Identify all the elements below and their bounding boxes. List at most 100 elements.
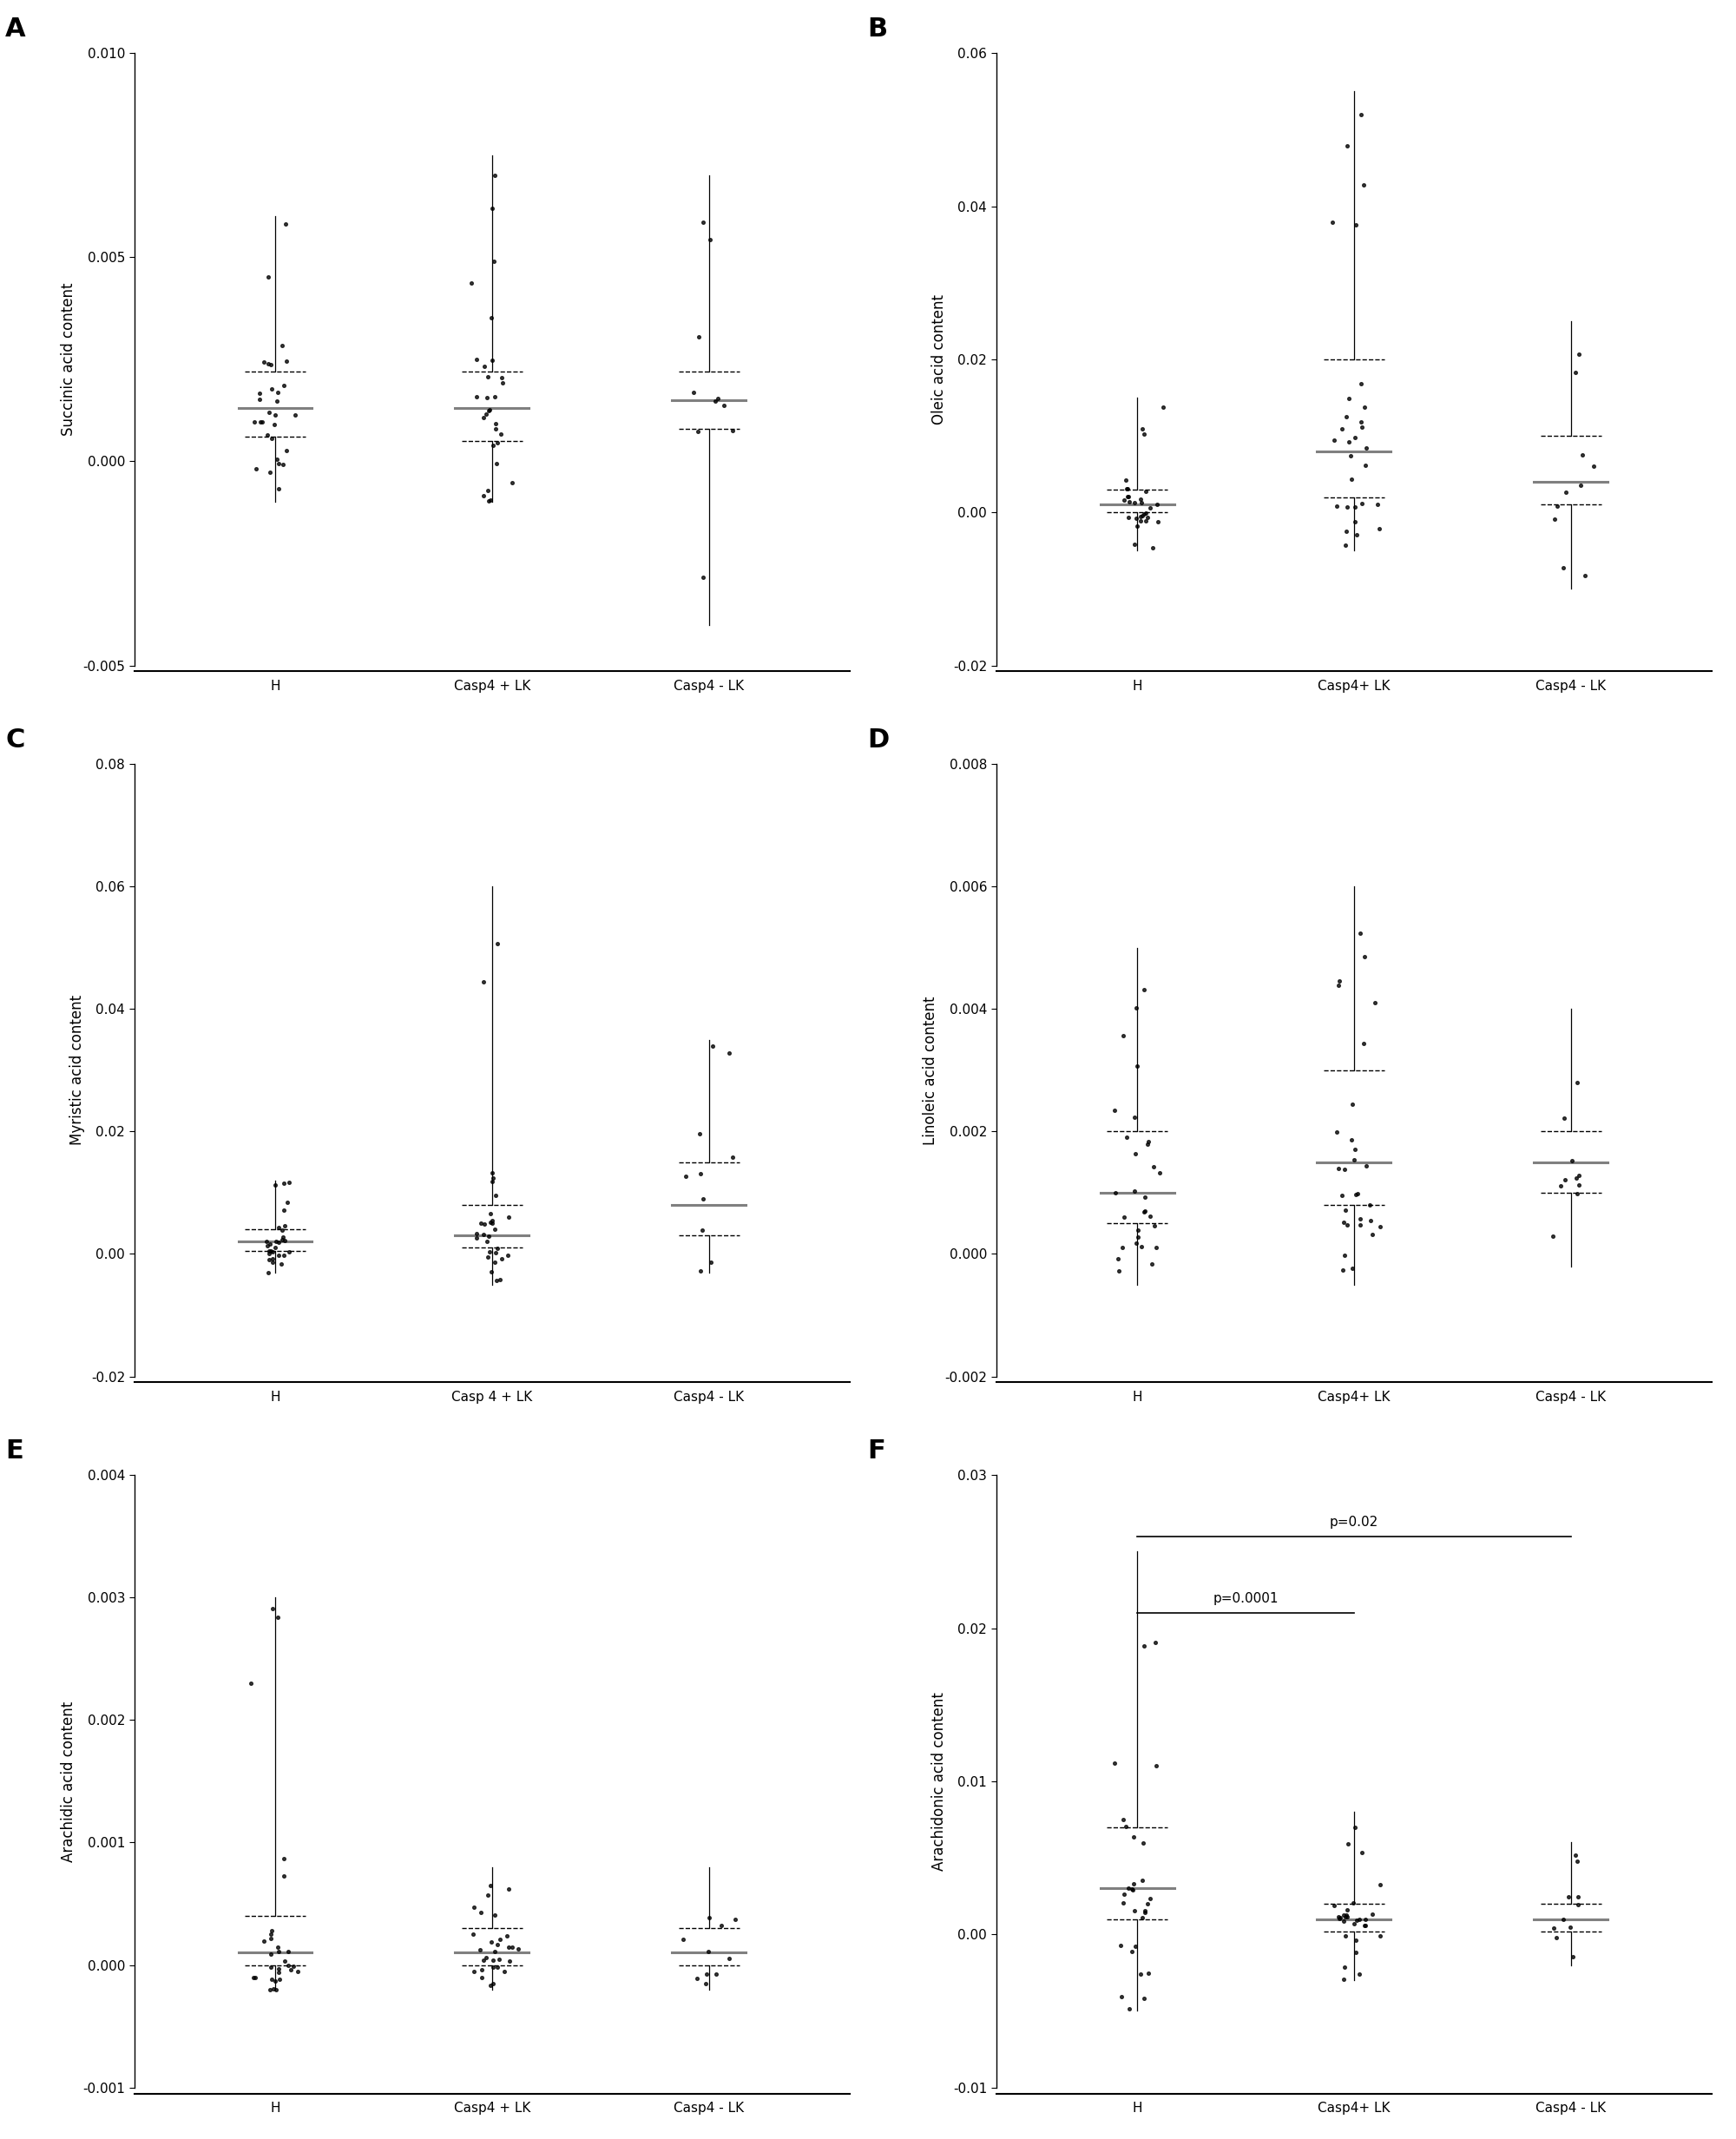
Point — [1568, 438, 1595, 473]
Point — [1333, 1827, 1361, 1861]
Point — [464, 342, 491, 376]
Point — [1325, 1899, 1352, 1934]
Point — [1549, 550, 1576, 584]
Point — [1340, 1132, 1368, 1166]
Point — [476, 1234, 503, 1268]
Point — [1364, 511, 1392, 545]
Point — [689, 205, 717, 240]
Point — [1359, 1217, 1387, 1251]
Point — [1333, 400, 1361, 434]
Point — [467, 1206, 495, 1241]
Point — [486, 1942, 514, 1976]
Point — [281, 398, 309, 432]
Point — [1335, 424, 1363, 458]
Point — [694, 1934, 722, 1968]
Point — [477, 1206, 505, 1241]
Point — [1351, 1908, 1378, 1942]
Point — [1132, 503, 1160, 537]
Point — [269, 1219, 297, 1253]
Point — [469, 1217, 496, 1251]
Point — [1323, 490, 1351, 524]
Point — [1130, 1628, 1158, 1662]
Point — [474, 1238, 502, 1273]
Point — [245, 383, 273, 417]
Point — [476, 1869, 503, 1904]
Point — [484, 926, 512, 960]
Point — [486, 1262, 514, 1296]
Point — [266, 1961, 293, 1996]
Point — [279, 1949, 307, 1983]
Point — [269, 1842, 297, 1876]
Point — [1109, 1018, 1137, 1052]
Point — [257, 1914, 285, 1949]
Point — [1134, 501, 1161, 535]
Point — [1580, 449, 1608, 483]
Point — [1566, 336, 1594, 370]
Point — [1132, 1194, 1160, 1228]
Point — [1332, 528, 1359, 563]
Point — [1366, 1867, 1394, 1902]
Point — [474, 394, 502, 428]
Point — [255, 1236, 283, 1271]
Point — [668, 1923, 696, 1957]
Point — [271, 1209, 299, 1243]
Point — [1104, 1241, 1132, 1275]
Point — [498, 1929, 526, 1964]
Point — [1555, 1910, 1583, 1944]
Point — [255, 347, 283, 381]
Point — [271, 1859, 299, 1893]
Point — [255, 1243, 283, 1277]
Point — [274, 1949, 302, 1983]
Point — [1120, 1174, 1147, 1209]
Point — [477, 1256, 505, 1290]
Point — [1349, 1027, 1377, 1061]
Point — [1326, 1902, 1354, 1936]
Point — [1113, 1119, 1141, 1153]
Point — [710, 387, 738, 421]
Point — [1550, 1164, 1578, 1198]
Point — [1123, 1226, 1151, 1260]
Point — [1361, 986, 1389, 1020]
Point — [1351, 1902, 1378, 1936]
Point — [1115, 486, 1142, 520]
Point — [462, 381, 490, 415]
Point — [267, 1213, 295, 1247]
Point — [1121, 1929, 1149, 1964]
Point — [483, 1951, 510, 1985]
Point — [271, 1944, 299, 1979]
Point — [247, 376, 274, 411]
Point — [470, 965, 498, 999]
Point — [259, 1245, 286, 1279]
Point — [252, 1224, 279, 1258]
Point — [1118, 1872, 1146, 1906]
Point — [1134, 1887, 1161, 1921]
Point — [1332, 1899, 1359, 1934]
Point — [457, 265, 484, 299]
Point — [481, 381, 509, 415]
Point — [1349, 169, 1377, 203]
Point — [253, 261, 281, 295]
Point — [460, 1955, 488, 1989]
Point — [1101, 1176, 1128, 1211]
Point — [1330, 1238, 1358, 1273]
Point — [1559, 1940, 1587, 1974]
Point — [472, 381, 500, 415]
Point — [693, 1968, 720, 2002]
Point — [1347, 1835, 1375, 1869]
Point — [703, 381, 731, 415]
Point — [267, 327, 295, 361]
Point — [1325, 965, 1352, 999]
Point — [481, 1236, 509, 1271]
Point — [1120, 1872, 1147, 1906]
Point — [259, 1591, 286, 1626]
Point — [250, 344, 278, 379]
Point — [1340, 1906, 1368, 1940]
Point — [1564, 1844, 1592, 1878]
Point — [498, 466, 526, 501]
Point — [267, 1247, 295, 1281]
Point — [1141, 1209, 1168, 1243]
Point — [1101, 1093, 1128, 1127]
Point — [262, 1224, 290, 1258]
Text: A: A — [5, 17, 26, 41]
Point — [1330, 1897, 1358, 1932]
